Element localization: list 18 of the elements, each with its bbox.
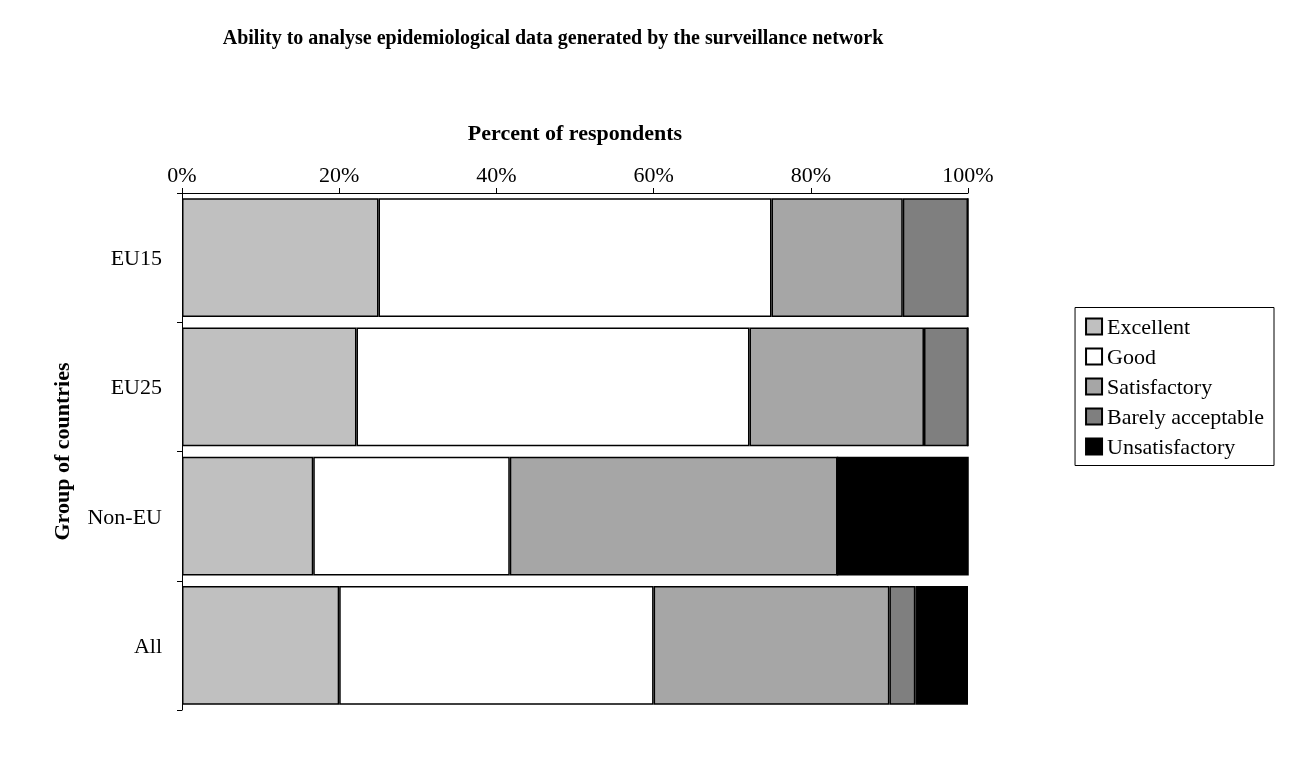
y-tick-label: EU25: [110, 374, 162, 400]
y-tick-label: All: [133, 632, 162, 658]
x-tick-label: 100%: [942, 161, 994, 187]
x-tick-label: 80%: [790, 161, 831, 187]
x-tick-label: 20%: [319, 161, 360, 187]
y-tick-label: Non-EU: [87, 503, 163, 529]
legend-label: Unsatisfactory: [1107, 434, 1236, 459]
x-tick-label: 60%: [633, 161, 674, 187]
x-axis-title: Percent of respondents: [467, 119, 683, 145]
x-tick-label: 0%: [167, 161, 197, 187]
chart-title: Ability to analyse epidemiological data generated by the surveillance network: [222, 26, 885, 49]
legend-label: Excellent: [1107, 314, 1191, 339]
legend-label: Good: [1107, 344, 1156, 369]
y-tick-label: EU15: [110, 245, 162, 271]
x-tick-label: 40%: [476, 161, 517, 187]
y-axis-title: Group of countries: [48, 362, 74, 541]
legend-label: Barely acceptable: [1107, 404, 1265, 429]
legend-label: Satisfactory: [1107, 374, 1213, 399]
